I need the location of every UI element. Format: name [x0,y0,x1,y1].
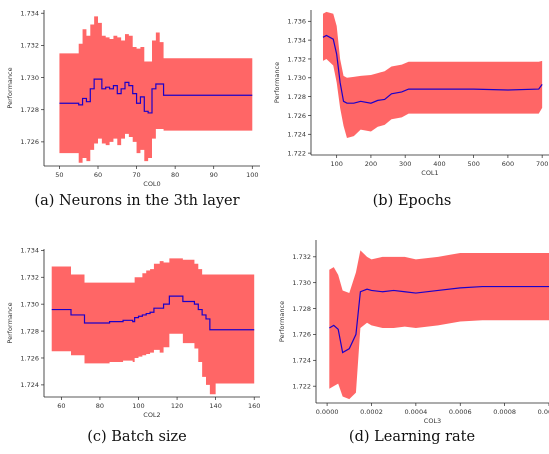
confidence-band [51,258,255,395]
confidence-band [322,11,543,139]
x-tick-label: 200 [365,160,377,168]
caption-batch-size: (c) Batch size [87,429,187,445]
y-tick-label: 1.732 [20,42,39,50]
y-tick-label: 1.726 [20,138,39,146]
y-tick-label: 1.734 [20,10,39,18]
y-tick-label: 1.724 [20,381,39,389]
y-tick-label: 1.724 [292,357,311,365]
y-tick-label: 1.722 [292,382,311,390]
x-tick-label: 0.0006 [449,408,472,416]
confidence-band [59,16,253,163]
x-tick-label: 60 [57,402,65,410]
y-tick-label: 1.726 [287,112,306,120]
x-tick-label: 160 [248,402,260,410]
y-tick-label: 1.728 [20,327,39,335]
y-tick-label: 1.732 [287,55,306,63]
chart-panel-learning-rate: 0.0000 0.0002 0.0004 0.0006 0.0008 0.0010 1.72… [275,227,549,454]
y-axis-label: Performance [6,302,14,343]
x-axis-label: COL3 [424,417,441,425]
x-tick-label: 700 [536,160,548,168]
chart-svg-batch-size: 60 80 100 120 140 160 1.724 1.726 1.728 1.730 1.73… [6,247,260,419]
y-tick-label: 1.734 [20,247,39,255]
x-tick-label: 50 [55,171,63,179]
x-axis-label: COL1 [421,169,438,177]
y-tick-label: 1.736 [287,18,306,26]
x-tick-label: 60 [94,171,102,179]
x-tick-label: 400 [433,160,445,168]
caption-epochs: (b) Epochs [372,193,452,209]
y-tick-label: 1.726 [292,331,311,339]
x-tick-label: 300 [399,160,411,168]
y-tick-label: 1.728 [20,106,39,114]
chart-svg-neurons: 50 60 70 80 90 100 1.726 1.728 1.730 1.732 1.734 CO… [6,10,260,188]
y-tick-label: 1.730 [20,74,39,82]
y-tick-label: 1.728 [287,93,306,101]
y-tick-label: 1.728 [292,305,311,313]
y-tick-label: 1.732 [292,253,311,261]
caption-neurons: (a) Neurons in the 3th layer [34,193,240,209]
y-tick-label: 1.726 [20,354,39,362]
x-tick-label: 0.0004 [404,408,427,416]
y-tick-label: 1.734 [287,36,306,44]
x-axis-label: COL2 [143,411,160,419]
x-tick-label: 140 [209,402,221,410]
performance-line [322,34,543,104]
x-tick-label: 80 [96,402,104,410]
y-axis-label: Performance [278,301,286,342]
chart-panel-neurons: 50 60 70 80 90 100 1.726 1.728 1.730 1.732 1.734 CO… [0,0,274,227]
y-tick-label: 1.730 [20,300,39,308]
x-tick-label: 100 [132,402,144,410]
y-axis-label: Performance [6,67,14,108]
chart-panel-epochs: 100 200 300 400 500 600 700 1.722 1.724 1.726 1.72… [273,0,549,227]
confidence-band [329,250,549,400]
chart-svg-epochs: 100 200 300 400 500 600 700 1.722 1.724 1.726 1.72… [273,10,549,177]
performance-line [59,78,253,114]
x-tick-label: 600 [502,160,514,168]
performance-line [51,295,255,331]
chart-svg-learning-rate: 0.0000 0.0002 0.0004 0.0006 0.0008 0.0010 1.72… [278,240,549,425]
chart-panel-batch-size: 60 80 100 120 140 160 1.724 1.726 1.728 1.730 1.73… [0,227,274,454]
y-tick-label: 1.722 [287,149,306,157]
x-tick-label: 100 [246,171,258,179]
y-axis-label: Performance [273,62,281,103]
x-tick-label: 0.0002 [360,408,383,416]
performance-line [329,285,549,354]
x-tick-label: 0.0008 [493,408,516,416]
x-tick-label: 500 [467,160,479,168]
x-tick-label: 120 [171,402,183,410]
x-tick-label: 80 [171,171,179,179]
x-tick-label: 70 [132,171,140,179]
x-tick-label: 0.0010 [538,408,549,416]
caption-learning-rate: (d) Learning rate [348,429,476,445]
x-axis-label: COL0 [143,180,160,188]
y-tick-label: 1.730 [292,279,311,287]
y-tick-label: 1.730 [287,74,306,82]
x-tick-label: 90 [210,171,218,179]
x-tick-label: 0.0000 [316,408,339,416]
x-tick-label: 100 [330,160,342,168]
y-tick-label: 1.732 [20,274,39,282]
y-tick-label: 1.724 [287,131,306,139]
